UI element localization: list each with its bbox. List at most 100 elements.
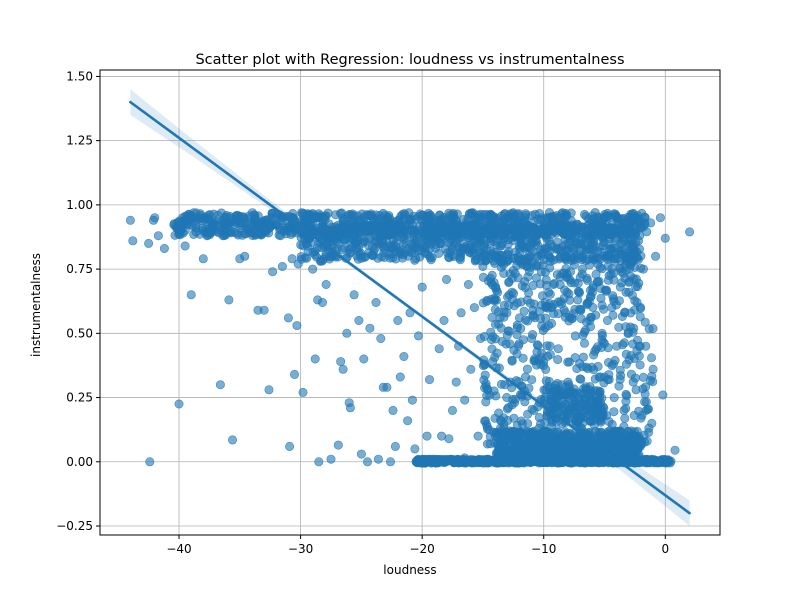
scatter-point [388, 235, 398, 245]
scatter-point [410, 444, 420, 454]
scatter-point [579, 399, 589, 409]
scatter-point [241, 222, 251, 232]
scatter-point [570, 331, 580, 341]
scatter-point [144, 238, 154, 248]
scatter-point [603, 375, 613, 385]
scatter-point [614, 322, 624, 332]
scatter-point [532, 360, 542, 370]
scatter-point [128, 236, 138, 246]
scatter-point [507, 355, 517, 365]
scatter-point [439, 315, 449, 325]
scatter-point [261, 224, 271, 234]
scatter-point [312, 213, 322, 223]
scatter-point [228, 435, 238, 445]
scatter-point [572, 225, 582, 235]
scatter-point [560, 253, 570, 263]
scatter-point [459, 227, 469, 237]
scatter-point [422, 455, 432, 465]
scatter-point [527, 237, 537, 247]
scatter-point [537, 321, 547, 331]
scatter-point [553, 344, 563, 354]
scatter-point [470, 256, 480, 266]
scatter-point [479, 242, 489, 252]
scatter-point [203, 227, 213, 237]
scatter-point [378, 242, 388, 252]
scatter-point [537, 291, 547, 301]
scatter-point [247, 208, 257, 218]
scatter-point [599, 338, 609, 348]
scatter-point [629, 229, 639, 239]
scatter-point [545, 212, 555, 222]
scatter-point [502, 330, 512, 340]
scatter-point [504, 247, 514, 257]
scatter-point [308, 264, 318, 274]
scatter-point [655, 213, 665, 223]
scatter-point [545, 252, 555, 262]
scatter-point [571, 436, 581, 446]
scatter-point [583, 298, 593, 308]
scatter-points [125, 208, 695, 468]
scatter-point [482, 295, 492, 305]
scatter-point [303, 214, 313, 224]
scatter-point [556, 299, 566, 309]
scatter-point [416, 239, 426, 249]
scatter-point [536, 267, 546, 277]
scatter-point [572, 412, 582, 422]
scatter-point [259, 305, 269, 315]
scatter-point [413, 331, 423, 341]
scatter-point [626, 369, 636, 379]
scatter-point [553, 387, 563, 397]
x-axis-title: loudness [383, 563, 436, 577]
scatter-point [287, 254, 297, 264]
scatter-point [314, 457, 324, 467]
scatter-point [504, 277, 514, 287]
scatter-point [382, 382, 392, 392]
scatter-point [575, 374, 585, 384]
scatter-point [615, 365, 625, 375]
scatter-point [487, 280, 497, 290]
scatter-point [316, 256, 326, 266]
y-tick-label: 0.50 [66, 326, 93, 340]
scatter-point [499, 225, 509, 235]
scatter-point [596, 283, 606, 293]
scatter-point [520, 277, 530, 287]
scatter-point [268, 267, 278, 277]
scatter-point [631, 456, 641, 466]
scatter-point [483, 222, 493, 232]
y-tick-label: 0.75 [66, 262, 93, 276]
scatter-point [670, 445, 680, 455]
scatter-point [606, 269, 616, 279]
scatter-point [528, 280, 538, 290]
scatter-point [595, 255, 605, 265]
scatter-point [355, 251, 365, 261]
scatter-point [610, 426, 620, 436]
scatter-point [453, 234, 463, 244]
scatter-point [380, 210, 390, 220]
scatter-point [577, 264, 587, 274]
scatter-point [486, 230, 496, 240]
scatter-point [393, 222, 403, 232]
scatter-point [189, 229, 199, 239]
scatter-point [540, 244, 550, 254]
scatter-point [589, 350, 599, 360]
scatter-point [368, 213, 378, 223]
scatter-point [174, 399, 184, 409]
scatter-point [604, 230, 614, 240]
scatter-point [412, 456, 422, 466]
scatter-point [685, 227, 695, 237]
scatter-point [562, 287, 572, 297]
scatter-point [619, 237, 629, 247]
scatter-point [298, 387, 308, 397]
scatter-point [261, 215, 271, 225]
scatter-point [371, 297, 381, 307]
scatter-point [431, 233, 441, 243]
scatter-point [635, 360, 645, 370]
scatter-point [170, 230, 180, 240]
scatter-point [331, 232, 341, 242]
scatter-point [317, 297, 327, 307]
scatter-point [527, 375, 537, 385]
scatter-point [579, 338, 589, 348]
scatter-point [648, 324, 658, 334]
scatter-point [365, 323, 375, 333]
scatter-point [623, 328, 633, 338]
